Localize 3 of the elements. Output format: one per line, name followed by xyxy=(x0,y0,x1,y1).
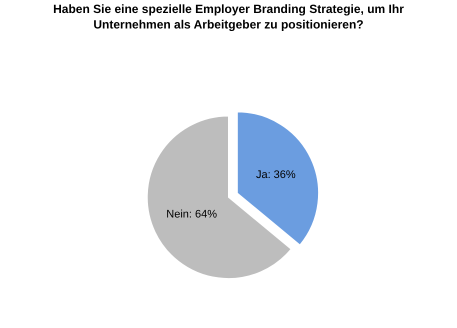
chart-title: Haben Sie eine spezielle Employer Branding Strategie, um Ihr Unternehmen als Arbeitgeber zu positionieren? xyxy=(53,2,404,32)
slice-label: Ja: 36% xyxy=(256,168,296,181)
slice-label: Nein: 64% xyxy=(166,208,218,221)
